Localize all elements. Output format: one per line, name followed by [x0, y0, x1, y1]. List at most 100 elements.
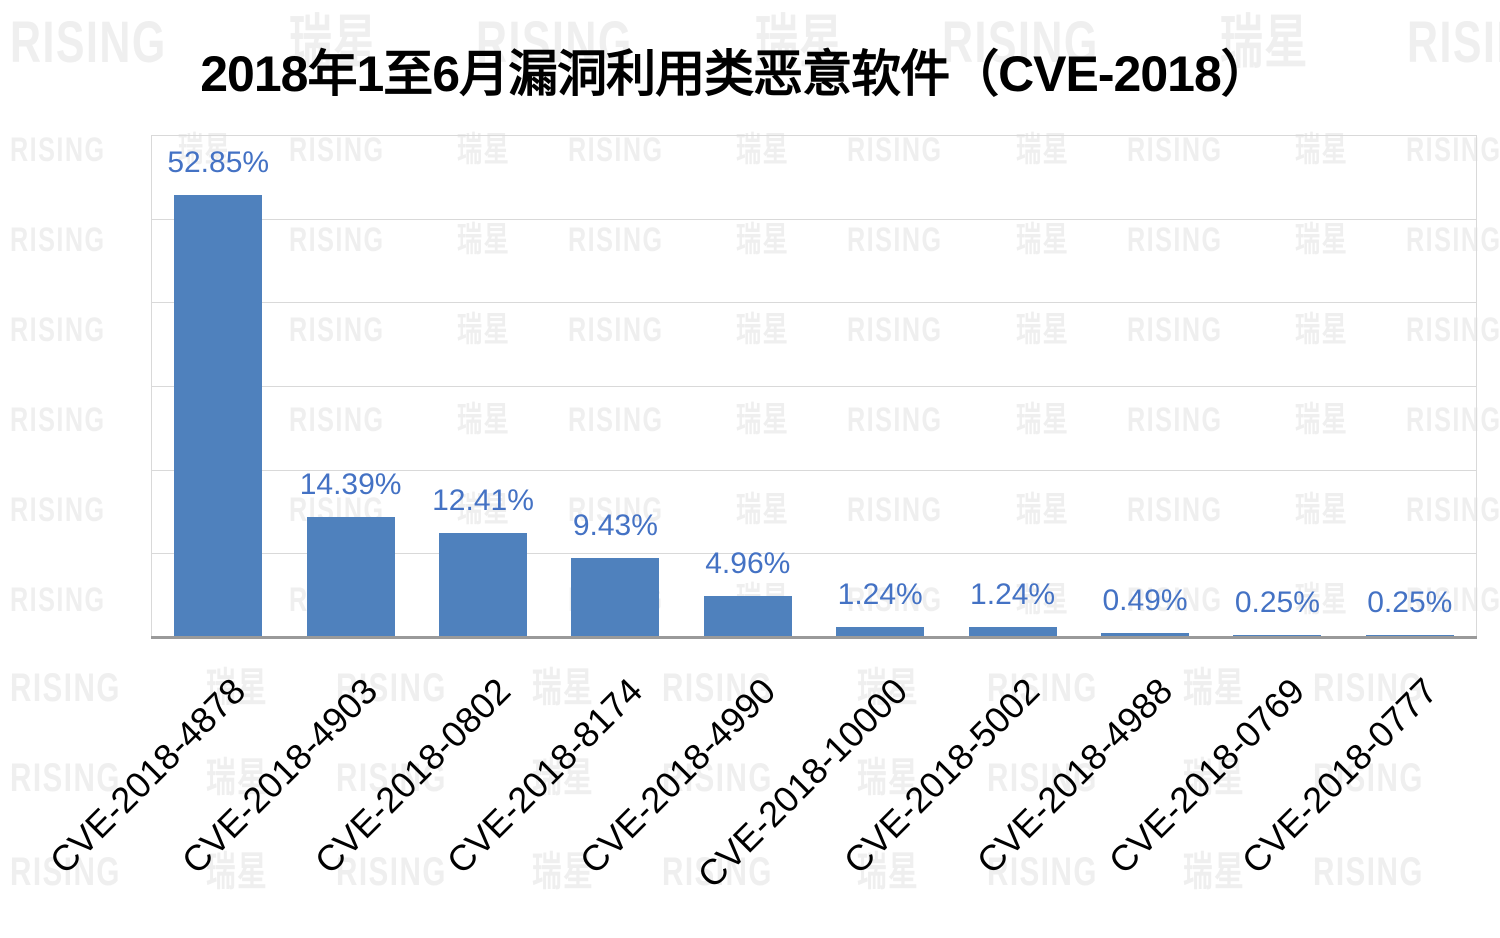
watermark-latin-text: RISING	[1126, 131, 1223, 169]
watermark-cjk-text: 瑞星	[1294, 311, 1348, 349]
watermark-cjk-text: 瑞星	[1294, 401, 1348, 439]
watermark-latin-text: RISING	[10, 10, 167, 75]
value-label: 0.25%	[1234, 585, 1320, 619]
watermark-row: RISING 瑞星 RISING 瑞星 RISING 瑞星 RISING 瑞星 RISING 瑞星…	[10, 133, 1500, 167]
watermark-latin-text: RISING	[568, 491, 664, 529]
watermark-latin-text: RISING	[10, 311, 106, 349]
watermark-cjk-text: 瑞星	[531, 850, 594, 894]
value-label: 1.24%	[837, 577, 923, 611]
bar	[439, 533, 527, 637]
watermark-cjk-text: 瑞星	[531, 756, 594, 800]
watermark-cjk-text: 瑞星	[736, 131, 790, 169]
watermark-cjk-text: 瑞星	[1015, 581, 1069, 619]
watermark-latin-text: RISING	[1405, 491, 1500, 529]
watermark-latin-text: RISING	[1405, 311, 1500, 349]
watermark-row: RISING瑞星RISING瑞星RISING瑞星RISING瑞星RISING瑞星…	[10, 668, 1500, 708]
watermark-cjk-text: 瑞星	[457, 221, 511, 259]
watermark-latin-text: RISING	[335, 850, 447, 894]
watermark-cjk-text: 瑞星	[457, 131, 511, 169]
watermark-latin-text: RISING	[10, 666, 121, 710]
watermark-latin-text: RISING	[289, 131, 385, 169]
watermark-cjk-text: 瑞星	[1015, 491, 1069, 529]
watermark-latin-text: RISING	[1126, 401, 1223, 439]
watermark-cjk-text: 瑞星	[736, 401, 790, 439]
watermark-cjk-text: 瑞星	[1015, 221, 1069, 259]
watermark-latin-text: RISING	[1405, 581, 1500, 619]
bar	[1101, 632, 1189, 637]
watermark-latin-text: RISING	[1126, 221, 1223, 259]
watermark-cjk-text: 瑞星	[205, 666, 268, 710]
value-label: 52.85%	[167, 145, 270, 179]
chart-title: 2018年1至6月漏洞利用类恶意软件（CVE-2018）	[200, 46, 1271, 102]
watermark-cjk-text: 瑞星	[288, 10, 378, 75]
watermark-cjk-text: 瑞星	[1183, 756, 1246, 800]
watermark-cjk-text: 瑞星	[736, 221, 790, 259]
watermark-cjk-text: 瑞星	[1015, 401, 1069, 439]
value-label: 0.25%	[1367, 585, 1453, 619]
watermark-latin-text: RISING	[10, 850, 121, 894]
watermark-cjk-text: 瑞星	[531, 666, 594, 710]
watermark-cjk-text: 瑞星	[1183, 666, 1246, 710]
bar	[1365, 634, 1454, 637]
watermark-row: RISING瑞星RISING瑞星RISING瑞星RISING瑞星RISING瑞星…	[10, 14, 1500, 72]
bar	[703, 595, 792, 637]
watermark-row: RISING瑞星RISING瑞星RISING瑞星RISING瑞星RISING瑞星…	[10, 223, 1500, 257]
value-label: 12.41%	[432, 484, 534, 518]
watermark-row: RISING瑞星RISING瑞星RISING瑞星RISING瑞星RISING瑞星…	[10, 313, 1500, 347]
watermark-latin-text: RISING	[10, 131, 106, 169]
watermark-cjk-text: 瑞星	[457, 311, 511, 349]
watermark-latin-text: RISING	[847, 491, 943, 529]
watermark-latin-text: RISING	[10, 581, 106, 619]
bar-chart: 52.85% CVE-2018-4878 14.39% CVE-2018-4903 12…	[42, 135, 1477, 896]
watermark-latin-text: RISING	[1407, 10, 1500, 75]
watermark-cjk-text: 瑞星	[205, 850, 268, 894]
watermark-latin-text: RISING	[568, 221, 664, 259]
watermark-latin-text: RISING	[1313, 666, 1425, 710]
watermark-cjk-text: 瑞星	[1294, 131, 1348, 169]
watermark-latin-text: RISING	[847, 221, 943, 259]
x-axis-line	[151, 636, 1477, 639]
gridline	[152, 302, 1476, 304]
watermark-latin-text: RISING	[941, 10, 1099, 75]
watermark-latin-text: RISING	[1313, 756, 1425, 800]
watermark-latin-text: RISING	[335, 756, 447, 800]
watermark-cjk-text: 瑞星	[857, 850, 920, 894]
bar	[174, 194, 263, 637]
watermark-latin-text: RISING	[1405, 131, 1500, 169]
watermark-latin-text: RISING	[10, 401, 106, 439]
value-label: 0.49%	[1102, 583, 1188, 617]
watermark-latin-text: RISING	[847, 131, 943, 169]
watermark-latin-text: RISING	[1313, 850, 1425, 894]
watermark-latin-text: RISING	[568, 401, 664, 439]
watermark-cjk-text: 瑞星	[736, 491, 790, 529]
watermark-cjk-text: 瑞星	[1183, 850, 1246, 894]
watermark-cjk-text: 瑞星	[205, 756, 268, 800]
watermark-latin-text: RISING	[1126, 491, 1223, 529]
bar	[571, 558, 660, 637]
watermark-cjk-text: 瑞星	[178, 131, 232, 169]
watermark-cjk-text: 瑞星	[457, 491, 511, 529]
gridline	[152, 135, 1476, 136]
watermark-latin-text: RISING	[10, 756, 121, 800]
bar	[836, 626, 925, 637]
watermark-latin-text: RISING	[847, 581, 943, 619]
watermark-cjk-text: 瑞星	[1294, 221, 1348, 259]
bar	[1233, 634, 1322, 637]
watermark-latin-text: RISING	[1405, 401, 1500, 439]
watermark-cjk-text: 瑞星	[857, 666, 920, 710]
watermark-latin-text: RISING	[847, 401, 943, 439]
watermark-latin-text: RISING	[1405, 221, 1500, 259]
value-label: 9.43%	[572, 509, 658, 543]
watermark-latin-text: RISING	[10, 491, 106, 529]
watermark-latin-text: RISING	[475, 10, 633, 75]
watermark-cjk-text: 瑞星	[736, 311, 790, 349]
value-label: 1.24%	[970, 577, 1056, 611]
watermark-latin-text: RISING	[10, 221, 106, 259]
watermark-latin-text: RISING	[661, 850, 773, 894]
watermark-cjk-text: 瑞星	[1220, 10, 1310, 75]
watermark-latin-text: RISING	[987, 756, 1099, 800]
watermark-cjk-text: 瑞星	[1294, 491, 1348, 529]
watermark-cjk-text: 瑞星	[1015, 131, 1069, 169]
watermark-cjk-text: 瑞星	[857, 756, 920, 800]
